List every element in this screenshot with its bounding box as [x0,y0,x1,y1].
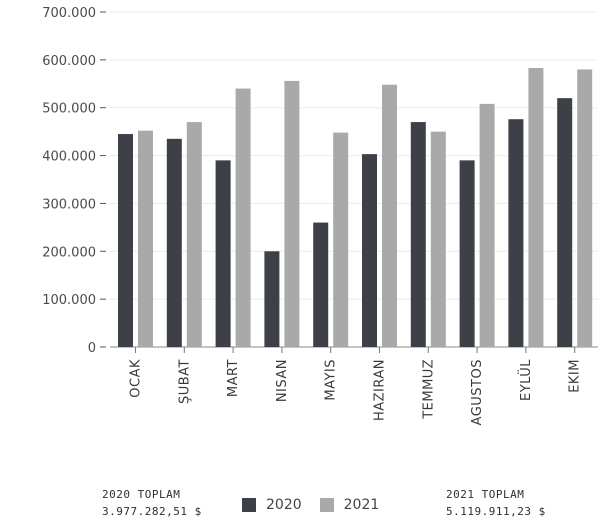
bar-2020 [362,154,377,347]
total-2021-label: 2021 TOPLAM [446,488,525,501]
y-tick-label: 200.000 [42,245,96,260]
bar-2021 [382,84,397,347]
total-2020-label: 2020 TOPLAM [102,488,181,501]
total-2020-value: 3.977.282,51 $ [102,505,202,518]
x-tick-label: ŞUBAT [177,359,192,404]
bar-2020 [118,134,133,347]
legend-item-2020: 2020 [242,497,302,513]
bar-2020 [166,138,182,347]
bar-2020 [215,160,231,347]
x-tick-label: TEMMUZ [421,359,436,420]
bar-2020 [459,160,475,347]
bar-2021 [577,69,593,347]
total-2021-value: 5.119.911,23 $ [446,505,546,518]
bar-2021 [528,67,544,347]
bar-2020 [264,251,280,347]
bar-2021 [430,131,446,347]
bar-chart: 0 100.000 200.000 300.000 400.000 500.000 600.… [42,6,598,425]
y-tick-label: 100.000 [42,293,96,308]
x-tick-label: OCAK [129,359,144,398]
legend-item-2021: 2021 [319,497,380,513]
y-tick-label: 600.000 [42,54,96,69]
bar-2021 [333,132,349,347]
x-tick-label: MART [226,359,241,397]
legend-label-2020: 2020 [266,497,302,513]
total-2021: 2021 TOPLAM 5.119.911,23 $ [446,486,546,520]
x-tick-label: EKIM [568,359,583,393]
bar-2021 [186,122,202,347]
y-tick-label: 400.000 [42,150,96,165]
x-tick-label: AGUSTOS [470,359,485,425]
total-2020: 2020 TOPLAM 3.977.282,51 $ [102,486,202,520]
y-tick-label: 300.000 [42,197,96,212]
x-tick-label: HAZIRAN [373,359,388,421]
x-tick-label: NISAN [275,359,290,402]
bar-2021 [284,80,300,348]
legend-swatch-2020 [242,498,256,512]
bar-2020 [410,122,426,347]
y-tick-label: 0 [88,341,96,356]
bar-2020 [557,98,573,348]
x-tick-label: EYLÜL [517,359,534,401]
bar-2020 [313,222,329,347]
x-tick-label: MAYIS [324,359,339,401]
legend-swatch-2021 [319,498,334,512]
bar-2021 [235,88,251,348]
y-tick-label: 700.000 [42,6,96,21]
bar-2021 [479,103,495,347]
legend-label-2021: 2021 [343,497,380,513]
bar-2020 [508,119,524,347]
bar-2021 [138,130,153,347]
y-tick-label: 500.000 [42,102,96,117]
chart-legend: 2020 2021 [242,497,397,513]
